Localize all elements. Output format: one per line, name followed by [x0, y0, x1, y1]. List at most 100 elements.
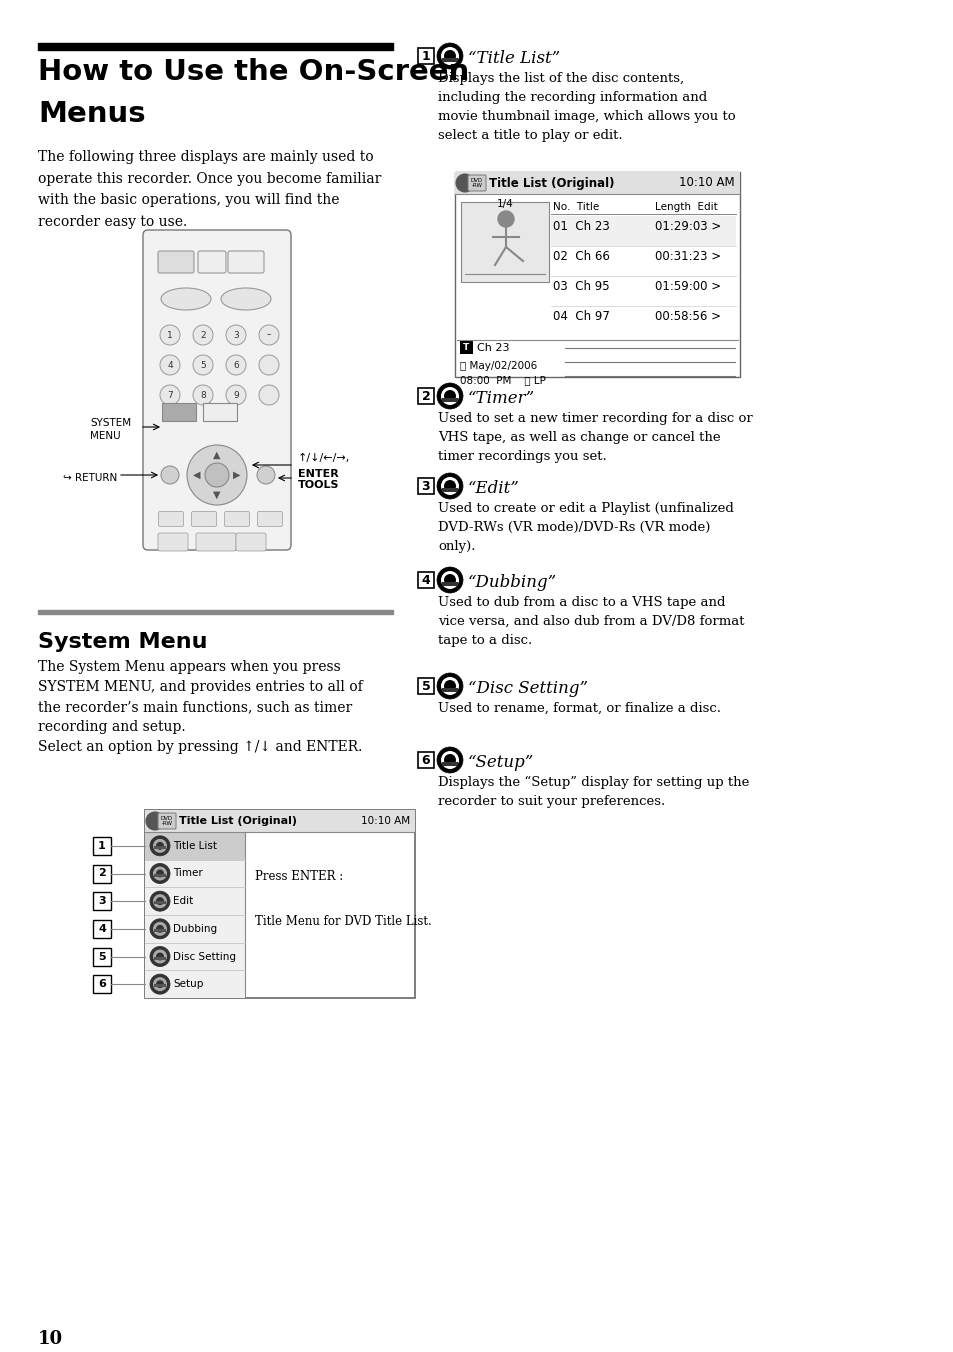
Text: Used to create or edit a Playlist (unfinalized
DVD-RWs (VR mode)/DVD-Rs (VR mode: Used to create or edit a Playlist (unfin…: [437, 502, 733, 553]
Text: 9: 9: [233, 391, 238, 399]
FancyBboxPatch shape: [143, 230, 291, 550]
Circle shape: [160, 385, 180, 406]
Circle shape: [156, 869, 164, 877]
Circle shape: [152, 867, 167, 880]
Text: 1: 1: [98, 841, 106, 850]
Bar: [145, 810, 415, 998]
FancyBboxPatch shape: [198, 251, 226, 273]
Bar: [153, 902, 166, 904]
FancyBboxPatch shape: [417, 752, 434, 768]
Text: 3: 3: [98, 896, 106, 906]
Bar: [145, 831, 245, 998]
Bar: [551, 216, 735, 246]
Bar: [153, 956, 166, 960]
Circle shape: [443, 754, 456, 767]
Text: How to Use the On-Screen: How to Use the On-Screen: [38, 58, 469, 87]
Circle shape: [258, 356, 278, 375]
Circle shape: [443, 575, 456, 585]
Text: “Edit”: “Edit”: [468, 480, 519, 498]
Text: ▲: ▲: [213, 450, 220, 460]
Circle shape: [226, 385, 246, 406]
Text: No.  Title: No. Title: [553, 201, 598, 212]
Circle shape: [256, 466, 274, 484]
Circle shape: [436, 383, 462, 410]
Text: 10:10 AM: 10:10 AM: [679, 177, 734, 189]
Circle shape: [150, 891, 170, 911]
Text: 1: 1: [167, 330, 172, 339]
Text: 6: 6: [233, 361, 238, 369]
Text: 3: 3: [233, 330, 238, 339]
FancyBboxPatch shape: [92, 837, 111, 854]
Text: recording and setup.: recording and setup.: [38, 721, 186, 734]
Bar: [441, 488, 457, 492]
Text: SYSTEM MENU, and provides entries to all of: SYSTEM MENU, and provides entries to all…: [38, 680, 362, 694]
Text: 5: 5: [98, 952, 106, 961]
Text: ▼: ▼: [213, 489, 220, 500]
Circle shape: [150, 919, 170, 938]
Circle shape: [152, 949, 167, 964]
Text: the recorder’s main functions, such as timer: the recorder’s main functions, such as t…: [38, 700, 352, 714]
Circle shape: [440, 47, 458, 65]
Circle shape: [258, 385, 278, 406]
Circle shape: [160, 356, 180, 375]
Text: 01  Ch 23: 01 Ch 23: [553, 220, 609, 233]
Circle shape: [160, 324, 180, 345]
Text: The following three displays are mainly used to
operate this recorder. Once you : The following three displays are mainly …: [38, 150, 381, 228]
Bar: [145, 831, 245, 860]
Text: 2: 2: [98, 868, 106, 879]
FancyBboxPatch shape: [92, 919, 111, 938]
Text: 7: 7: [167, 391, 172, 399]
Circle shape: [443, 680, 456, 692]
Text: 6: 6: [98, 979, 106, 990]
Circle shape: [436, 566, 462, 594]
Circle shape: [193, 356, 213, 375]
Text: Select an option by pressing ↑/↓ and ENTER.: Select an option by pressing ↑/↓ and ENT…: [38, 740, 362, 754]
Text: 2: 2: [421, 389, 430, 403]
Circle shape: [156, 980, 164, 988]
Circle shape: [443, 389, 456, 402]
FancyBboxPatch shape: [468, 174, 485, 191]
Text: The System Menu appears when you press: The System Menu appears when you press: [38, 660, 340, 675]
Circle shape: [193, 385, 213, 406]
FancyBboxPatch shape: [92, 948, 111, 965]
Text: 3: 3: [421, 480, 430, 492]
Text: 01:59:00 >: 01:59:00 >: [655, 280, 720, 293]
Text: 00:58:56 >: 00:58:56 >: [655, 310, 720, 323]
FancyBboxPatch shape: [158, 533, 188, 552]
FancyBboxPatch shape: [417, 572, 434, 588]
FancyBboxPatch shape: [158, 511, 183, 526]
Text: “Title List”: “Title List”: [468, 50, 559, 68]
FancyBboxPatch shape: [92, 864, 111, 883]
Text: ▶: ▶: [233, 470, 240, 480]
Bar: [441, 397, 457, 402]
Text: DVD
-RW: DVD -RW: [161, 817, 172, 826]
Text: 00:31:23 >: 00:31:23 >: [655, 250, 720, 264]
FancyBboxPatch shape: [417, 388, 434, 404]
Text: Displays the “Setup” display for setting up the
recorder to suit your preference: Displays the “Setup” display for setting…: [437, 776, 749, 808]
Bar: [153, 984, 166, 987]
Text: System Menu: System Menu: [38, 631, 208, 652]
Text: “Setup”: “Setup”: [468, 754, 534, 771]
Text: ↑/↓/←/→,: ↑/↓/←/→,: [297, 453, 350, 462]
FancyBboxPatch shape: [417, 49, 434, 64]
Text: Timer: Timer: [172, 868, 203, 879]
Bar: [153, 846, 166, 849]
Bar: [203, 403, 236, 420]
FancyBboxPatch shape: [257, 511, 282, 526]
FancyBboxPatch shape: [195, 533, 235, 552]
Text: ⧖ May/02/2006: ⧖ May/02/2006: [459, 361, 537, 370]
Bar: [441, 688, 457, 692]
Bar: [459, 341, 473, 354]
Text: Setup: Setup: [172, 979, 203, 990]
Circle shape: [440, 677, 458, 695]
Text: 10:10 AM: 10:10 AM: [360, 817, 410, 826]
Text: –: –: [267, 330, 271, 339]
Text: TOOLS: TOOLS: [297, 480, 339, 489]
Text: ENTER: ENTER: [297, 469, 338, 479]
Circle shape: [436, 673, 462, 699]
FancyBboxPatch shape: [235, 533, 266, 552]
Circle shape: [436, 748, 462, 773]
Circle shape: [152, 977, 167, 991]
Ellipse shape: [161, 288, 211, 310]
Circle shape: [187, 445, 247, 506]
